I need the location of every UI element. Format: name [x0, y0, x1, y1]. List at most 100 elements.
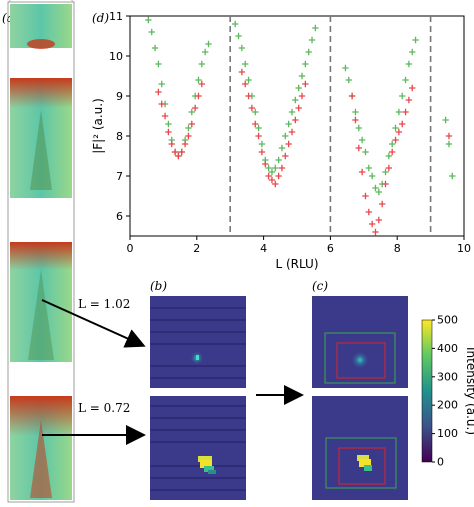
diffraction-spot-bright — [198, 456, 212, 462]
panel-d-label: (d) — [92, 11, 109, 25]
data-point — [238, 68, 246, 76]
processed-frame-top — [312, 296, 408, 388]
data-point — [399, 120, 406, 128]
data-point — [372, 228, 379, 236]
data-point — [282, 152, 289, 160]
data-point — [188, 120, 195, 128]
data-point — [372, 184, 379, 192]
data-point — [151, 44, 159, 52]
plot-frame — [129, 15, 465, 237]
data-point — [312, 24, 319, 32]
y-tick-label: 10 — [109, 50, 123, 63]
data-point — [395, 108, 403, 116]
colorbar-label: Intensity (a.u.) — [464, 347, 474, 435]
data-point — [388, 140, 396, 148]
data-point — [181, 140, 189, 148]
data-point — [385, 152, 393, 160]
data-point — [399, 92, 406, 100]
data-point — [258, 140, 266, 148]
data-point — [405, 60, 413, 68]
x-tick-label: 0 — [127, 242, 134, 255]
data-point — [298, 72, 306, 80]
data-point — [308, 36, 316, 44]
data-point — [402, 76, 409, 84]
colorbar-tick-label: 300 — [437, 370, 458, 383]
data-point — [442, 116, 449, 124]
colorbar-tick-label: 500 — [437, 314, 458, 327]
colorbar-tick-label: 400 — [437, 342, 458, 355]
panel-b-label: (b) — [150, 279, 167, 293]
arrow-l-102 — [41, 299, 146, 348]
series-0 — [145, 16, 456, 196]
data-point — [412, 36, 419, 44]
data-point — [295, 84, 302, 92]
data-point — [355, 144, 362, 152]
data-point — [298, 92, 306, 100]
data-point — [278, 164, 286, 172]
data-point — [191, 104, 199, 112]
data-point — [449, 172, 456, 180]
data-point — [405, 96, 413, 104]
data-point — [265, 172, 272, 180]
data-point — [295, 104, 302, 112]
roi-outer — [325, 437, 397, 489]
data-point — [245, 76, 252, 84]
data-point — [365, 164, 373, 172]
pillar-frame — [7, 1, 75, 503]
data-point — [375, 188, 383, 196]
data-point — [168, 140, 175, 148]
data-point — [178, 148, 185, 156]
data-point — [352, 108, 359, 116]
data-point — [348, 92, 356, 100]
colorbar-ticks: 0 100 200 300 400 500 — [432, 314, 458, 469]
data-point — [255, 124, 262, 132]
data-point — [275, 156, 282, 164]
x-axis-label: L (RLU) — [275, 257, 318, 271]
data-point — [232, 20, 239, 28]
data-point — [242, 80, 249, 88]
y-tick-label: 6 — [116, 210, 123, 223]
data-point — [265, 164, 272, 172]
data-point — [258, 148, 266, 156]
series-1 — [155, 68, 453, 236]
data-point — [292, 116, 299, 124]
data-point — [375, 216, 383, 224]
data-point — [252, 120, 259, 128]
data-point — [402, 108, 409, 116]
data-point — [245, 92, 252, 100]
data-point — [185, 132, 192, 140]
y-tick-label: 7 — [116, 170, 123, 183]
data-point — [445, 140, 453, 148]
x-tick-label: 6 — [327, 242, 334, 255]
y-axis-label: |F|² (a.u.) — [91, 98, 105, 154]
data-point — [235, 32, 242, 40]
data-point — [342, 64, 349, 72]
data-point — [165, 128, 172, 136]
x-tick-label: 4 — [260, 242, 267, 255]
data-point — [155, 88, 162, 96]
data-point — [302, 60, 309, 68]
data-point — [195, 76, 202, 84]
data-point — [272, 180, 279, 188]
data-point — [362, 192, 369, 200]
y-tick-label: 11 — [109, 10, 123, 23]
data-point — [158, 100, 165, 108]
panel-c-label: (c) — [312, 279, 328, 293]
data-point — [145, 16, 152, 24]
data-point — [409, 48, 416, 56]
data-point — [368, 172, 376, 180]
y-axis-ticks: 6 7 8 9 10 11 — [109, 10, 130, 223]
data-point — [262, 160, 269, 168]
data-point — [175, 152, 182, 160]
data-point — [252, 108, 259, 116]
data-point — [355, 124, 362, 132]
x-tick-label: 2 — [193, 242, 200, 255]
data-point — [155, 60, 162, 68]
data-point — [198, 80, 206, 88]
data-point — [358, 136, 366, 144]
data-point — [392, 124, 399, 132]
data-point — [188, 108, 195, 116]
scatter-chart: 0 2 4 6 8 10 6 7 8 9 10 11 L (RLU) |F|² (a.u.) — [91, 10, 471, 271]
data-point — [205, 40, 212, 48]
pillar-stack — [7, 0, 75, 503]
